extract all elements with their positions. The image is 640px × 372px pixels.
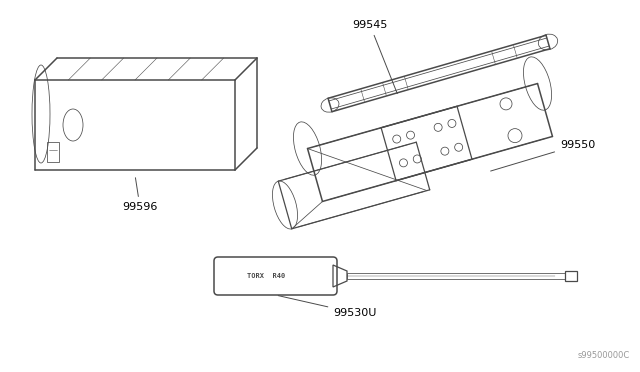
Text: 99530U: 99530U [278, 296, 377, 318]
Text: s99500000C: s99500000C [578, 351, 630, 360]
Text: TORX  R40: TORX R40 [247, 273, 285, 279]
Text: 99596: 99596 [122, 178, 157, 212]
Text: 99550: 99550 [491, 140, 595, 171]
Text: 99545: 99545 [352, 20, 397, 94]
